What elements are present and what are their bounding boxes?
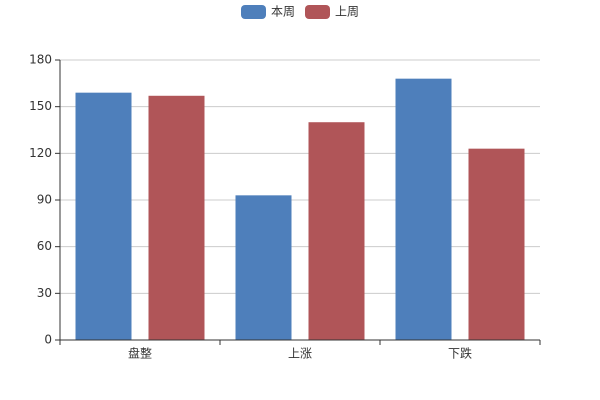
bar [395,78,452,341]
y-tick-label: 150 [29,99,52,113]
legend-label: 上周 [335,5,359,19]
y-tick-label: 90 [37,193,52,207]
bar [148,95,205,341]
x-tick-label: 上涨 [288,346,312,361]
y-tick-label: 180 [29,53,52,67]
x-tick-label: 下跌 [448,346,472,361]
bar [308,122,365,340]
bar [75,92,132,341]
bar [468,148,525,340]
x-tick-label: 盘整 [128,346,152,361]
y-tick-label: 0 [44,333,52,347]
legend-label: 本周 [271,5,295,19]
bar [235,195,292,340]
legend-swatch [241,5,266,19]
y-tick-label: 120 [29,146,52,160]
legend-swatch [305,5,330,19]
y-tick-label: 60 [37,239,52,253]
y-tick-label: 30 [37,286,52,300]
